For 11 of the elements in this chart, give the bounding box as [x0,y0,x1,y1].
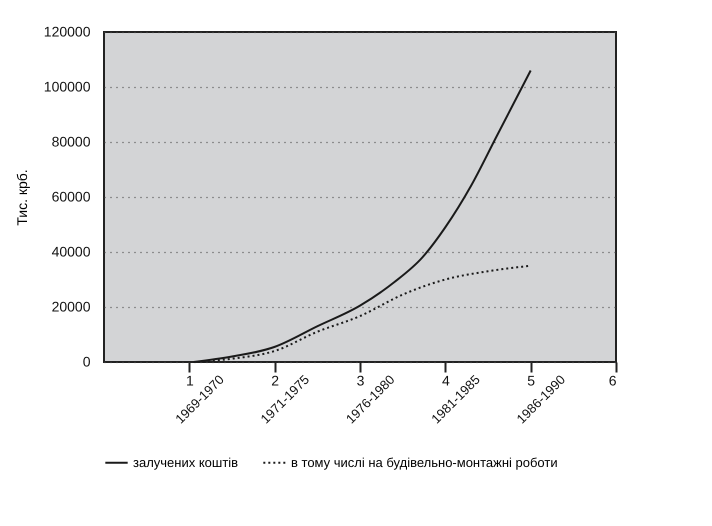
y-tick-label: 60000 [52,188,91,204]
legend-label: залучених коштів [133,454,238,470]
y-tick-label: 80000 [52,134,91,150]
y-tick-label: 20000 [52,298,91,314]
legend-label: в тому числі на будівельно-монтажні роботи [291,454,558,470]
y-axis-title: Тис. крб. [14,169,30,226]
y-tick-label: 40000 [52,244,91,260]
y-tick-label: 120000 [44,24,91,40]
x-tick-label: 6 [608,372,617,388]
y-tick-label: 100000 [44,78,91,94]
y-tick-label: 0 [82,354,91,370]
